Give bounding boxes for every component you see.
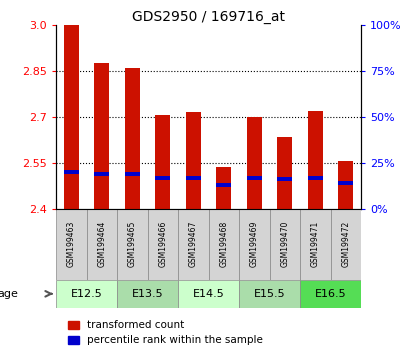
Bar xyxy=(338,181,354,185)
Bar xyxy=(216,167,232,209)
Bar xyxy=(117,280,178,308)
Text: GSM199472: GSM199472 xyxy=(341,221,350,267)
Bar xyxy=(56,209,87,280)
Bar xyxy=(155,115,171,209)
Bar xyxy=(216,183,232,187)
Bar xyxy=(247,117,262,209)
Bar xyxy=(186,112,201,209)
Bar xyxy=(87,209,117,280)
Bar xyxy=(63,25,79,209)
Bar xyxy=(124,68,140,209)
Bar xyxy=(277,137,293,209)
Bar xyxy=(300,209,331,280)
Bar xyxy=(247,176,262,179)
Bar xyxy=(331,209,361,280)
Bar xyxy=(209,209,239,280)
Title: GDS2950 / 169716_at: GDS2950 / 169716_at xyxy=(132,10,285,24)
Text: GSM199464: GSM199464 xyxy=(97,221,106,268)
Text: GSM199470: GSM199470 xyxy=(280,221,289,268)
Bar xyxy=(178,209,209,280)
Bar xyxy=(56,280,117,308)
Bar xyxy=(308,176,323,179)
Legend: transformed count, percentile rank within the sample: transformed count, percentile rank withi… xyxy=(68,320,263,346)
Bar xyxy=(308,111,323,209)
Text: GSM199469: GSM199469 xyxy=(250,221,259,268)
Text: GSM199468: GSM199468 xyxy=(219,221,228,267)
Text: GSM199467: GSM199467 xyxy=(189,221,198,268)
Bar xyxy=(300,280,361,308)
Text: E12.5: E12.5 xyxy=(71,289,103,299)
Bar xyxy=(239,209,270,280)
Bar xyxy=(63,170,79,174)
Text: E13.5: E13.5 xyxy=(132,289,164,299)
Bar xyxy=(239,280,300,308)
Bar xyxy=(338,161,354,209)
Text: GSM199471: GSM199471 xyxy=(311,221,320,267)
Bar xyxy=(277,177,293,182)
Bar xyxy=(186,176,201,179)
Text: E15.5: E15.5 xyxy=(254,289,286,299)
Bar xyxy=(148,209,178,280)
Bar xyxy=(155,176,171,179)
Text: GSM199463: GSM199463 xyxy=(67,221,76,268)
Text: age: age xyxy=(0,289,19,299)
Bar xyxy=(94,172,110,176)
Text: GSM199466: GSM199466 xyxy=(158,221,167,268)
Bar xyxy=(117,209,148,280)
Text: E14.5: E14.5 xyxy=(193,289,225,299)
Bar xyxy=(124,172,140,176)
Text: E16.5: E16.5 xyxy=(315,289,347,299)
Bar xyxy=(270,209,300,280)
Bar xyxy=(178,280,239,308)
Text: GSM199465: GSM199465 xyxy=(128,221,137,268)
Bar xyxy=(94,63,110,209)
